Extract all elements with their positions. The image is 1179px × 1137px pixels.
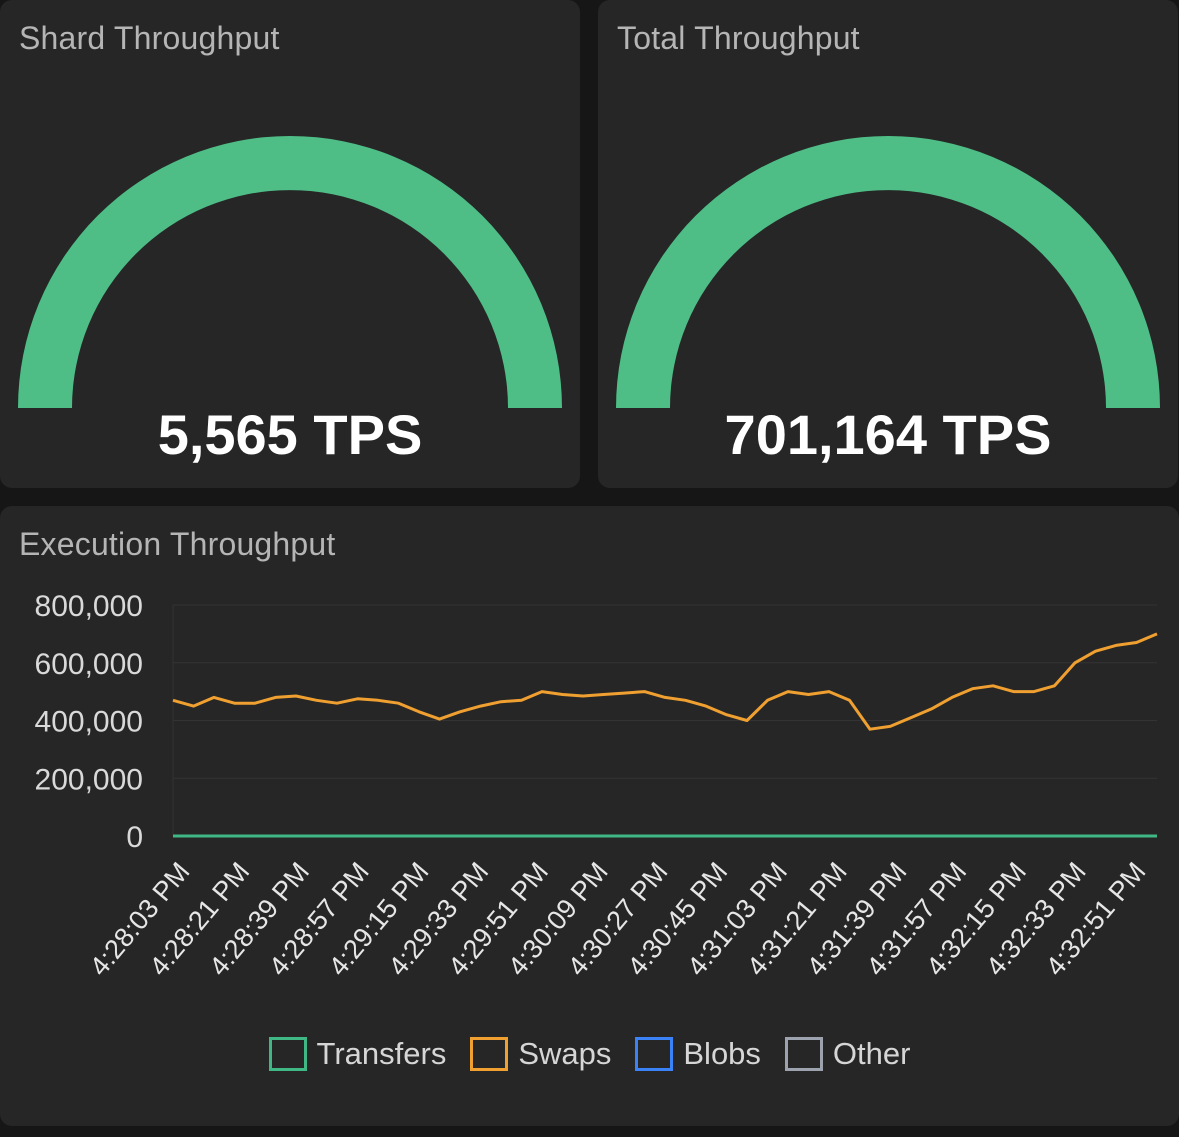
series-line-swaps (172, 632, 1158, 731)
shard-throughput-value: 5,565 TPS (157, 403, 423, 466)
total-throughput-panel: Total Throughput 701,164 TPS (598, 0, 1178, 488)
total-throughput-value: 701,164 TPS (724, 403, 1052, 466)
y-tick-label: 200,000 (35, 763, 143, 796)
shard-throughput-panel: Shard Throughput 5,565 TPS (0, 0, 580, 488)
y-tick-label: 600,000 (35, 648, 143, 681)
legend-item-blobs[interactable]: Blobs (635, 1036, 761, 1072)
legend-label: Swaps (518, 1036, 612, 1071)
y-tick-label: 800,000 (35, 590, 143, 623)
total-gauge-arc (616, 136, 1160, 408)
legend-swatch (268, 1037, 307, 1071)
legend-swatch (470, 1037, 509, 1071)
shard-throughput-title: Shard Throughput (19, 20, 280, 56)
shard-gauge-arc (18, 136, 562, 408)
total-throughput-gauge (616, 136, 1160, 408)
y-tick-label: 0 (126, 821, 143, 854)
legend-label: Other (832, 1036, 911, 1071)
legend-item-other[interactable]: Other (784, 1036, 911, 1072)
execution-throughput-panel: Execution Throughput 0 200,000 400,000 600,… (0, 506, 1179, 1126)
legend-item-swaps[interactable]: Swaps (470, 1036, 611, 1072)
shard-throughput-gauge (18, 136, 562, 408)
total-throughput-title: Total Throughput (617, 20, 860, 56)
legend-label: Transfers (316, 1036, 447, 1071)
legend-swatch (635, 1037, 674, 1071)
legend-item-transfers[interactable]: Transfers (268, 1036, 447, 1072)
execution-throughput-title: Execution Throughput (19, 526, 336, 562)
chart-legend: Transfers Swaps Blobs Other (0, 1036, 1179, 1072)
legend-swatch (784, 1037, 823, 1071)
y-tick-label: 400,000 (35, 706, 143, 739)
legend-label: Blobs (683, 1036, 761, 1071)
